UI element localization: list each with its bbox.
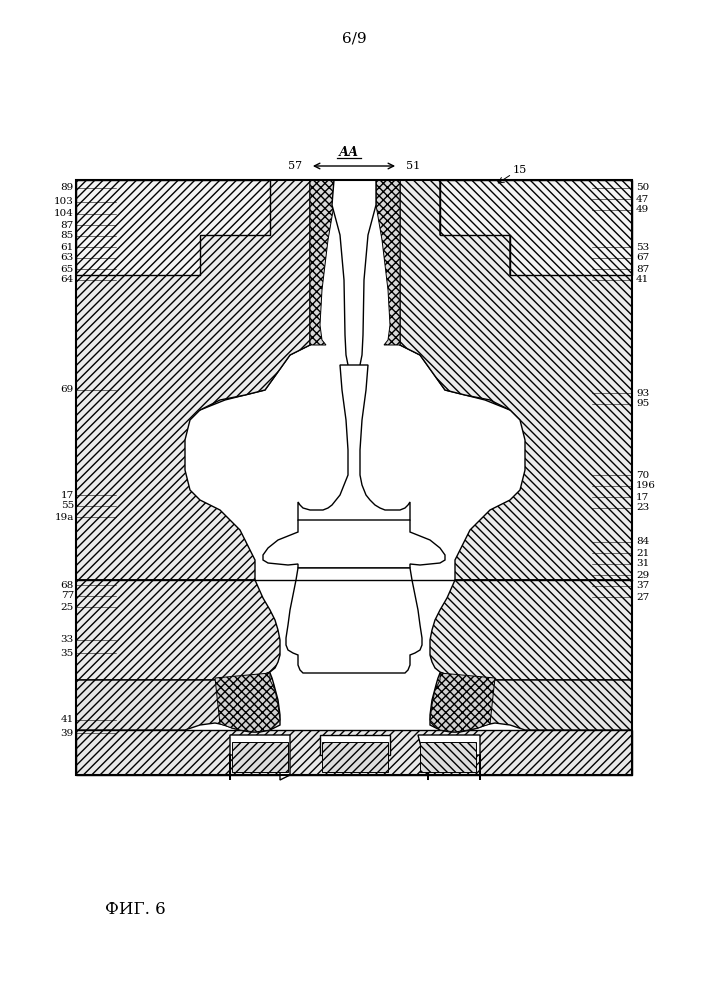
Text: 67: 67 <box>636 253 649 262</box>
Text: 84: 84 <box>636 538 649 546</box>
Polygon shape <box>76 180 310 580</box>
Text: 29: 29 <box>636 570 649 580</box>
Text: 61: 61 <box>61 242 74 251</box>
Polygon shape <box>76 180 310 410</box>
Text: 77: 77 <box>61 591 74 600</box>
Text: 37: 37 <box>636 582 649 590</box>
Text: 49: 49 <box>636 206 649 215</box>
Text: 85: 85 <box>61 232 74 240</box>
Text: 17: 17 <box>636 492 649 502</box>
Text: 31: 31 <box>636 560 649 568</box>
Text: 21: 21 <box>636 548 649 558</box>
Polygon shape <box>376 180 400 345</box>
Text: 23: 23 <box>636 504 649 512</box>
Text: 87: 87 <box>61 221 74 230</box>
Polygon shape <box>320 735 390 755</box>
Text: 87: 87 <box>636 264 649 273</box>
Text: 27: 27 <box>636 592 649 601</box>
Text: ФИГ. 6: ФИГ. 6 <box>105 902 165 918</box>
Polygon shape <box>263 520 445 568</box>
Text: 41: 41 <box>636 275 649 284</box>
Text: 103: 103 <box>54 198 74 207</box>
Text: 47: 47 <box>636 194 649 204</box>
Text: АА: АА <box>339 145 359 158</box>
Bar <box>232 742 288 772</box>
Text: 6/9: 6/9 <box>341 31 366 45</box>
Text: 68: 68 <box>61 580 74 589</box>
Bar <box>322 742 388 772</box>
Text: 55: 55 <box>61 502 74 510</box>
Text: 89: 89 <box>61 184 74 192</box>
Text: 17: 17 <box>61 490 74 499</box>
Text: 50: 50 <box>636 184 649 192</box>
Text: 53: 53 <box>636 242 649 251</box>
Text: 19a: 19a <box>54 512 74 522</box>
Polygon shape <box>332 180 376 374</box>
Text: 93: 93 <box>636 388 649 397</box>
Text: 95: 95 <box>636 399 649 408</box>
Text: 41: 41 <box>61 716 74 724</box>
Text: 15: 15 <box>513 165 527 175</box>
Text: 70: 70 <box>636 471 649 480</box>
Text: 57: 57 <box>288 161 302 171</box>
Polygon shape <box>76 730 632 775</box>
Text: 196: 196 <box>636 482 656 490</box>
Text: 69: 69 <box>61 385 74 394</box>
Bar <box>420 742 476 772</box>
Polygon shape <box>430 580 632 680</box>
Polygon shape <box>298 365 410 524</box>
Bar <box>76 180 632 775</box>
Text: 65: 65 <box>61 264 74 273</box>
Text: 25: 25 <box>61 602 74 611</box>
Polygon shape <box>286 568 422 673</box>
Polygon shape <box>76 580 280 680</box>
Text: 64: 64 <box>61 275 74 284</box>
Text: 35: 35 <box>61 648 74 658</box>
Polygon shape <box>76 180 270 275</box>
Text: 33: 33 <box>61 636 74 645</box>
Polygon shape <box>230 735 290 780</box>
Polygon shape <box>310 180 334 345</box>
Text: 39: 39 <box>61 728 74 738</box>
Polygon shape <box>430 673 632 732</box>
Polygon shape <box>400 180 632 580</box>
Text: 63: 63 <box>61 253 74 262</box>
Polygon shape <box>76 673 280 732</box>
Polygon shape <box>430 673 495 732</box>
Polygon shape <box>440 180 632 275</box>
Polygon shape <box>400 180 632 410</box>
Text: 51: 51 <box>406 161 420 171</box>
Polygon shape <box>215 673 280 732</box>
Text: 104: 104 <box>54 210 74 219</box>
Polygon shape <box>418 735 480 780</box>
